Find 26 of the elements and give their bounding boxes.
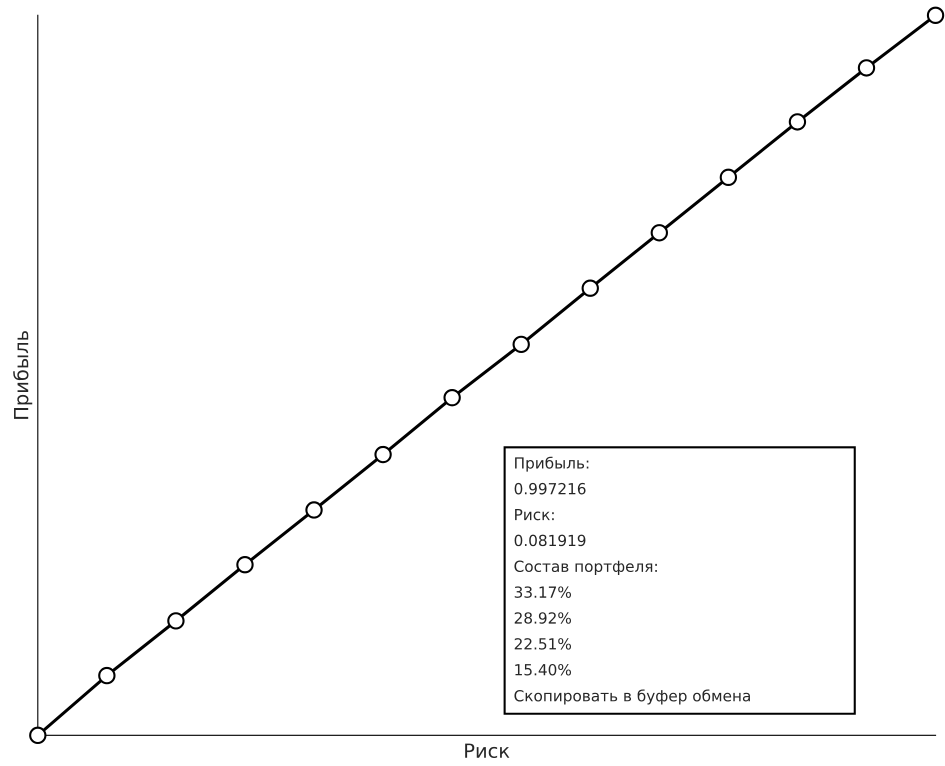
point	[98, 666, 116, 684]
annotation: 0.997216	[514, 482, 586, 494]
annotation: Прибыль:	[515, 456, 588, 472]
annotation: 15.40%	[515, 664, 572, 676]
point	[926, 6, 944, 24]
point	[305, 501, 323, 519]
x-axis-title: Риск	[465, 744, 510, 758]
point	[236, 556, 254, 574]
point	[788, 113, 806, 131]
point	[443, 388, 461, 406]
annotation: 33.17%	[514, 586, 572, 598]
point	[29, 726, 46, 744]
annotation: Риск:	[515, 508, 554, 520]
point	[167, 612, 185, 630]
point	[720, 168, 738, 186]
annotation: 22.51%	[514, 638, 572, 650]
annotation: 28.92%	[514, 612, 572, 624]
y-axis-title: Прибыль	[13, 331, 32, 419]
annotation: Скопировать в буфер обмена	[514, 689, 750, 704]
point	[858, 59, 876, 77]
point	[582, 280, 599, 297]
point	[374, 446, 392, 464]
annotation: Состав портфеля:	[514, 560, 657, 576]
point	[650, 224, 668, 242]
point	[512, 336, 530, 354]
annotation: 0.081919	[514, 534, 586, 546]
